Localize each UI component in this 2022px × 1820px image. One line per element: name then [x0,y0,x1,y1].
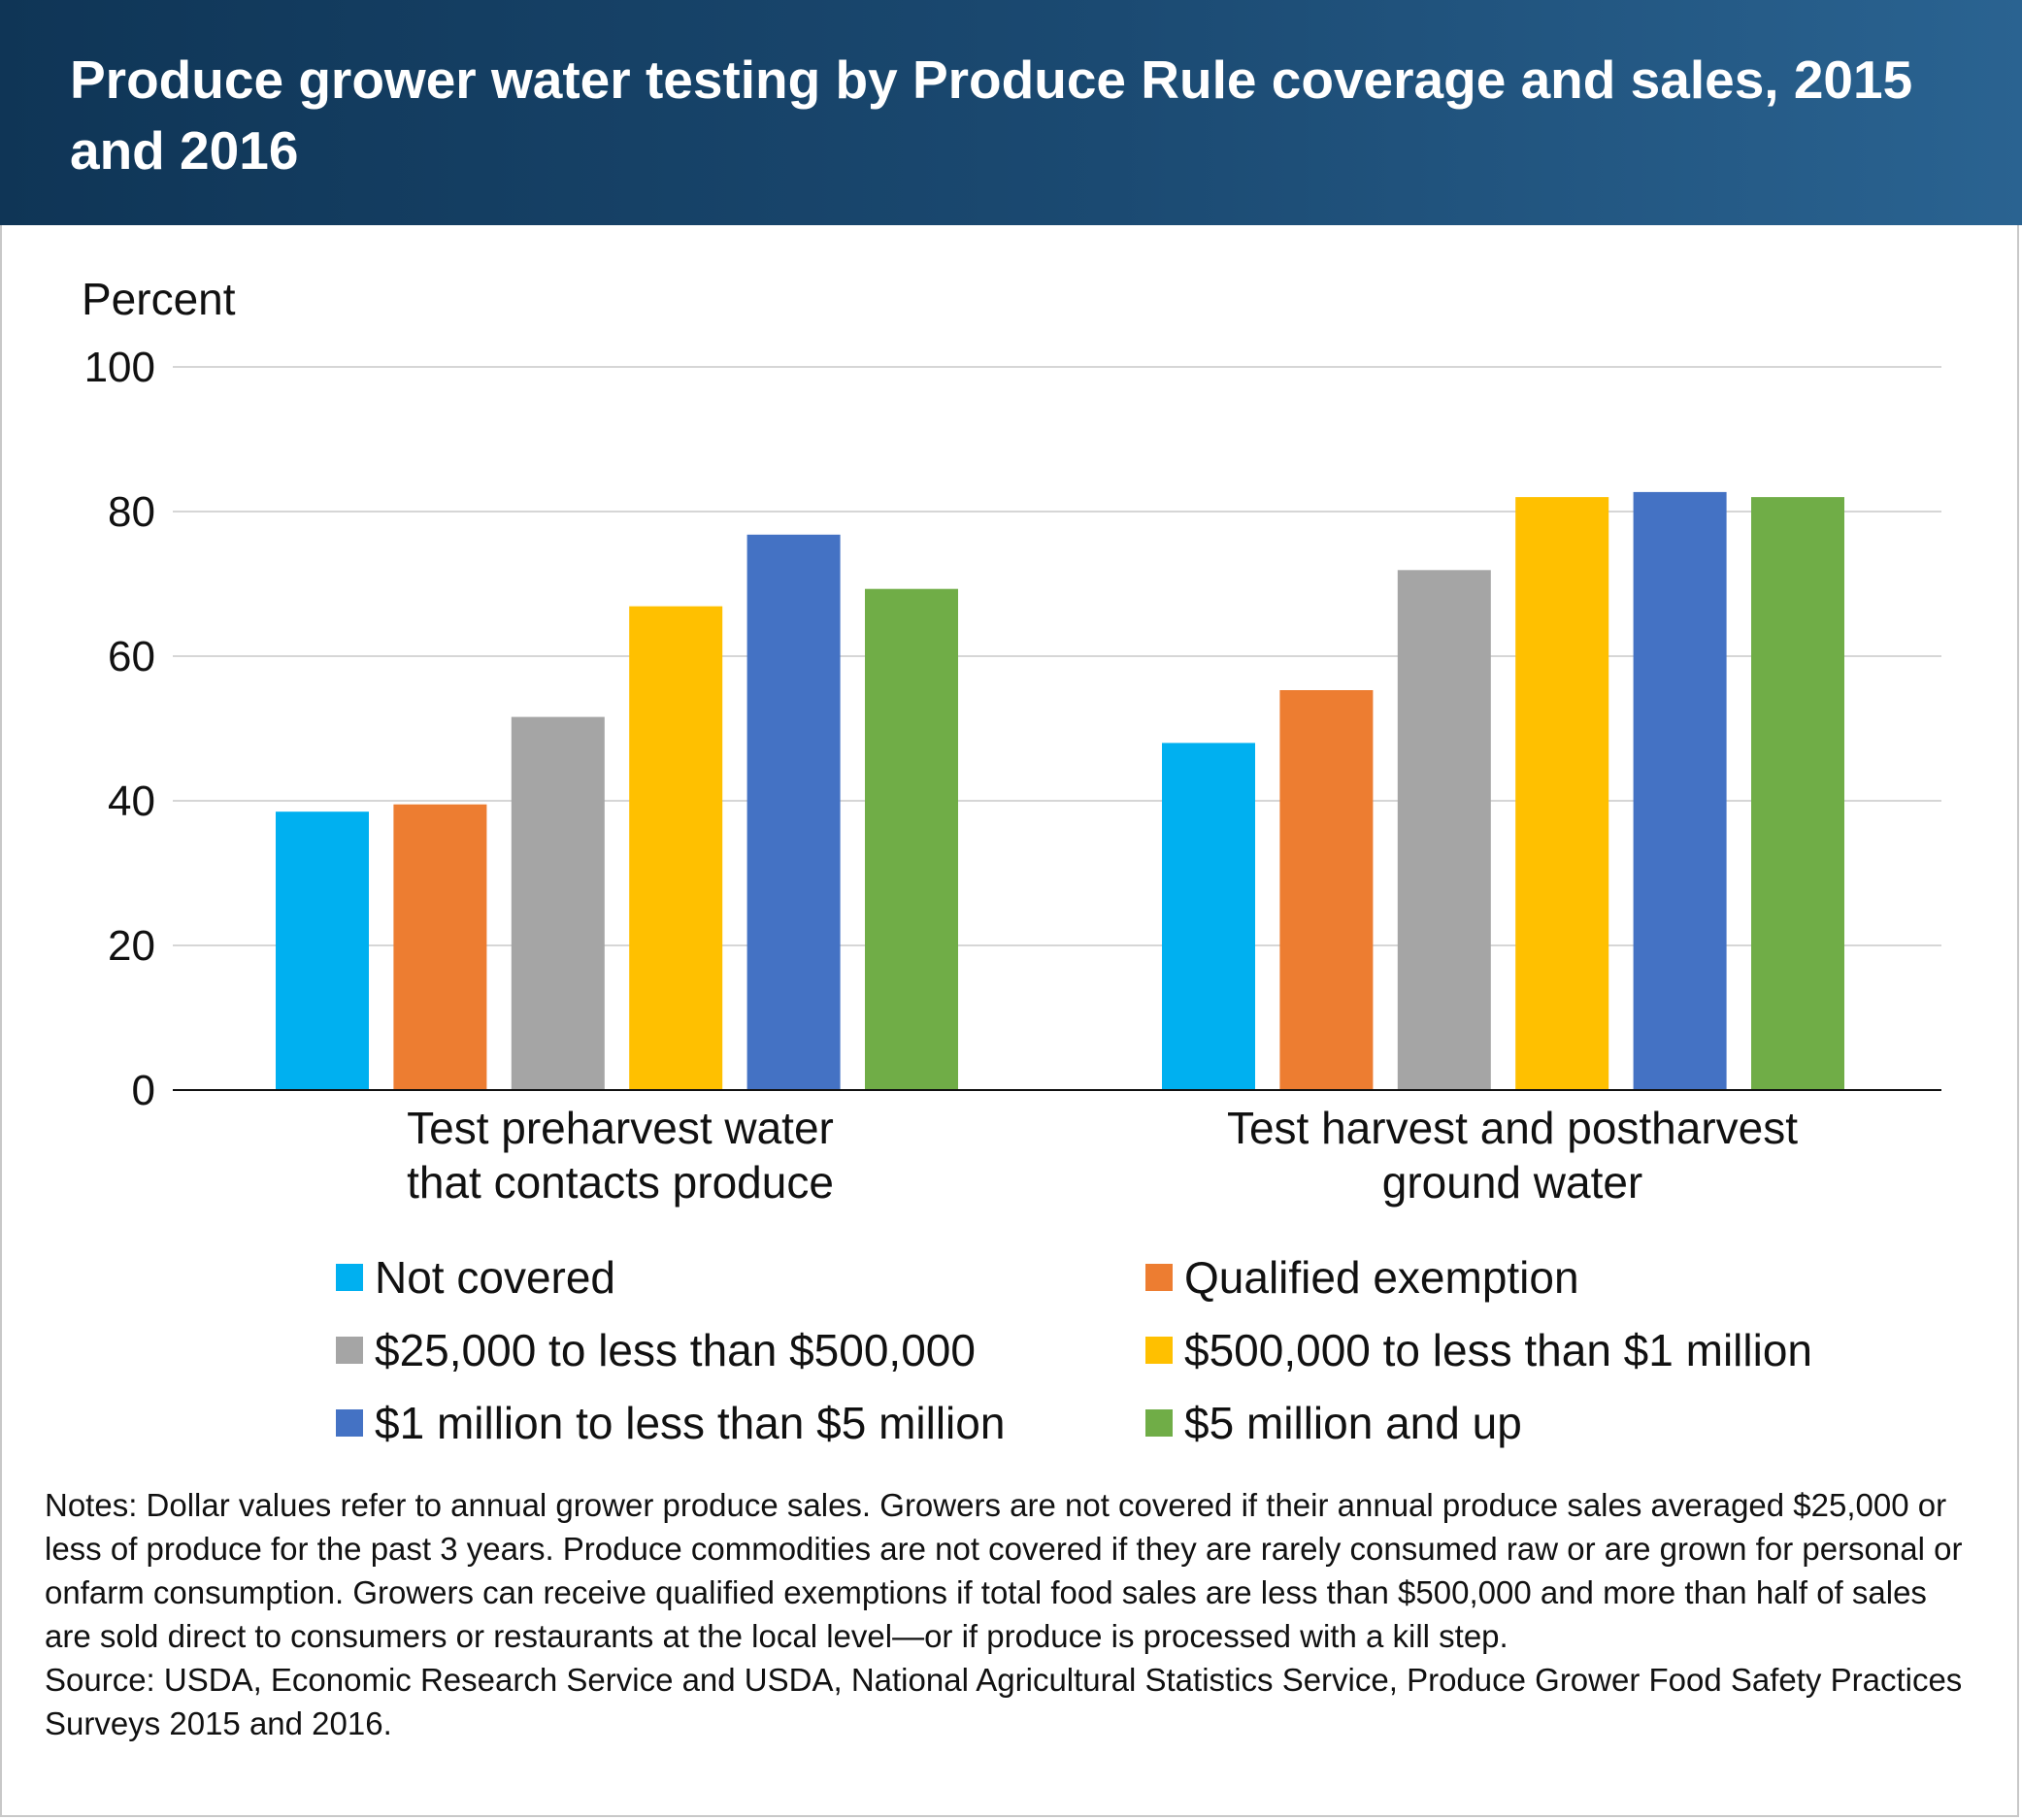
legend-swatch [336,1408,363,1437]
bar [1633,491,1727,1090]
bar [746,534,841,1090]
legend-label: $500,000 to less than $1 million [1184,1324,1812,1375]
legend-item: $5 million and up [1145,1392,1955,1453]
bar [1162,743,1255,1090]
x-category-label: that contacts produce [407,1157,834,1208]
bar [865,588,958,1090]
legend: Not covered Qualified exemption $25,000 to… [336,1246,1967,1453]
notes-block: Notes: Dollar values refer to annual gro… [45,1483,1976,1745]
legend-swatch [336,1263,363,1291]
legend-label: Qualified exemption [1184,1251,1579,1303]
y-tick-label: 80 [108,488,155,536]
notes-text: Notes: Dollar values refer to annual gro… [45,1487,1963,1654]
legend-item: $1 million to less than $5 million [336,1392,1145,1453]
bar-chart: Percent 0 20 40 60 80 100 Test preharvest wat… [82,274,1941,1208]
legend-item: Qualified exemption [1145,1246,1955,1307]
y-tick-label: 100 [84,344,155,391]
y-tick-label: 20 [108,922,155,970]
legend-swatch [1145,1263,1173,1291]
legend-item: $500,000 to less than $1 million [1145,1319,1955,1380]
legend-label: $5 million and up [1184,1397,1522,1448]
y-tick-label: 60 [108,633,155,680]
header-banner: Produce grower water testing by Produce … [0,0,2022,225]
x-category-label: ground water [1382,1157,1643,1208]
bars [276,491,1844,1090]
legend-item: Not covered [336,1246,1145,1307]
legend-item: $25,000 to less than $500,000 [336,1319,1145,1380]
y-tick-labels: 0 20 40 60 80 100 [84,344,155,1114]
bar [1397,570,1491,1090]
y-tick-label: 40 [108,778,155,825]
legend-swatch [1145,1408,1173,1437]
bar [1279,690,1374,1090]
bar [511,716,605,1090]
bar [1515,497,1609,1090]
legend-label: $1 million to less than $5 million [375,1397,1006,1448]
legend-label: Not covered [375,1251,616,1303]
chart-title: Produce grower water testing by Produce … [70,50,1913,181]
legend-swatch [336,1336,363,1364]
x-category-label: Test harvest and postharvest [1227,1103,1798,1153]
legend-swatch [1145,1336,1173,1364]
legend-label: $25,000 to less than $500,000 [375,1324,976,1375]
bar [393,804,487,1090]
y-axis-label: Percent [82,274,236,324]
bar [629,606,723,1090]
chart-frame [0,225,2019,1817]
source-text: Source: USDA, Economic Research Service … [45,1662,1963,1741]
y-tick-label: 0 [132,1067,155,1114]
x-category-label: Test preharvest water [407,1103,834,1153]
bar [276,811,369,1090]
bar [1751,497,1844,1090]
